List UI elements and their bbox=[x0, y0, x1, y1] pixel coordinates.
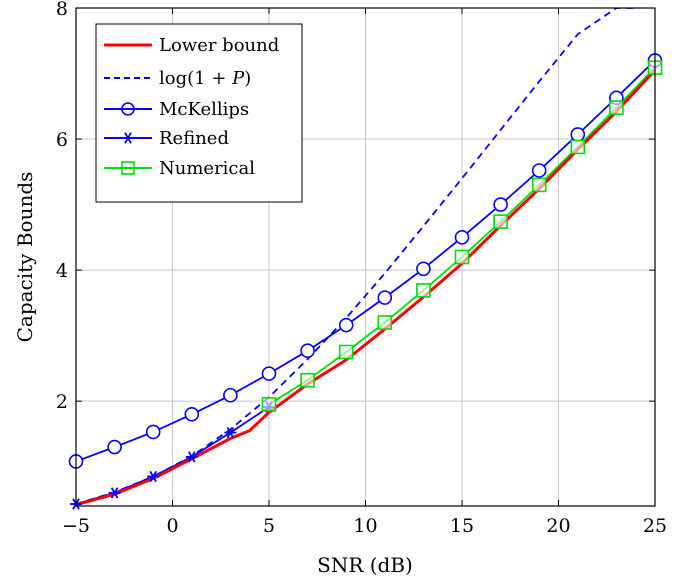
circle-marker-icon bbox=[121, 102, 135, 116]
square-marker bbox=[338, 344, 354, 360]
circle-marker bbox=[184, 406, 200, 422]
legend-label-numerical: Numerical bbox=[159, 158, 255, 179]
series-line-lower-bound bbox=[76, 69, 655, 506]
square-marker bbox=[570, 139, 586, 155]
circle-marker bbox=[300, 343, 315, 359]
star-marker bbox=[122, 132, 134, 144]
circle-marker bbox=[223, 387, 238, 403]
square-marker bbox=[454, 249, 470, 265]
legend-label-mckellips: McKellips bbox=[159, 99, 249, 120]
legend-label-log: log(1 + P) bbox=[159, 68, 251, 89]
square-marker bbox=[609, 100, 624, 115]
legend-entry-lower-bound: Lower bound bbox=[104, 35, 279, 56]
y-tick-label: 6 bbox=[56, 129, 68, 151]
square-marker bbox=[531, 177, 547, 193]
star-stroke bbox=[124, 132, 132, 144]
square-marker bbox=[493, 214, 508, 229]
x-tick-label: 0 bbox=[166, 515, 178, 537]
square-marker bbox=[416, 283, 431, 298]
star-marker bbox=[224, 426, 237, 439]
circle-marker bbox=[570, 127, 586, 142]
circle-marker bbox=[338, 317, 354, 333]
star-marker-icon bbox=[122, 132, 134, 144]
series-line-mckellips bbox=[76, 59, 655, 463]
series-line-log-1-p bbox=[76, 8, 636, 505]
x-tick-label: 10 bbox=[353, 515, 377, 537]
x-tick-label: 5 bbox=[263, 515, 275, 537]
x-tick-label: 15 bbox=[450, 515, 474, 537]
circle-marker bbox=[454, 230, 470, 245]
square-marker bbox=[261, 397, 277, 412]
legend-entry-refined: Refined bbox=[104, 128, 229, 149]
star-marker bbox=[108, 487, 121, 499]
square-marker bbox=[300, 372, 315, 388]
star-stroke bbox=[188, 451, 196, 463]
y-tick-label: 4 bbox=[56, 260, 68, 282]
y-tick-label: 8 bbox=[56, 0, 68, 20]
legend-entry-log: log(1 + P) bbox=[104, 68, 251, 89]
circle-marker bbox=[531, 163, 547, 178]
star-marker bbox=[147, 470, 160, 483]
legend-label-refined: Refined bbox=[159, 128, 229, 149]
x-tick-label: 20 bbox=[546, 515, 570, 537]
circle-marker bbox=[493, 197, 508, 212]
circle-marker bbox=[377, 290, 393, 305]
ticks: −5 0 5 10 15 20 25 2 4 6 8 bbox=[56, 0, 667, 537]
star-marker bbox=[185, 451, 198, 463]
x-tick-label: −5 bbox=[62, 515, 90, 537]
legend: Lower bound log(1 + P) McKellips Refined… bbox=[95, 23, 303, 203]
x-axis-title: SNR (dB) bbox=[317, 553, 413, 577]
legend-label-lower-bound: Lower bound bbox=[159, 35, 279, 56]
legend-entry-mckellips: McKellips bbox=[104, 99, 249, 120]
square-marker-icon bbox=[121, 161, 135, 175]
circle-marker bbox=[416, 261, 431, 277]
star-stroke bbox=[149, 470, 157, 483]
legend-box bbox=[95, 23, 303, 203]
circle-marker bbox=[261, 366, 277, 381]
marker-group bbox=[68, 53, 663, 510]
y-tick-label: 2 bbox=[56, 391, 68, 413]
square-marker bbox=[377, 315, 393, 330]
star-stroke bbox=[110, 487, 119, 499]
star-stroke bbox=[226, 426, 235, 439]
x-tick-label: 25 bbox=[643, 515, 667, 537]
circle-marker bbox=[107, 439, 122, 455]
circle-marker bbox=[145, 424, 161, 440]
legend-entry-numerical: Numerical bbox=[104, 158, 255, 179]
y-axis-title: Capacity Bounds bbox=[13, 172, 37, 343]
